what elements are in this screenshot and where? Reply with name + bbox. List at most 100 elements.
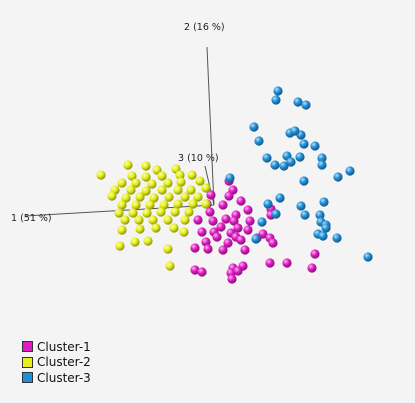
- data-point: [290, 126, 300, 136]
- data-point: [275, 193, 285, 203]
- data-point: [319, 197, 329, 207]
- data-point: [301, 100, 311, 110]
- data-point: [143, 236, 153, 246]
- data-point: [229, 216, 239, 226]
- data-point: [163, 178, 173, 188]
- data-point: [263, 199, 273, 209]
- data-point: [201, 237, 211, 247]
- series-cluster-2: [96, 160, 211, 271]
- data-point: [141, 186, 151, 196]
- data-point: [286, 157, 296, 167]
- legend-swatch-cluster-3: [22, 372, 33, 384]
- data-point: [169, 223, 179, 233]
- data-point: [115, 241, 125, 251]
- data-point: [117, 200, 127, 210]
- data-point: [96, 170, 106, 180]
- data-point: [271, 209, 281, 219]
- legend-label-cluster-2: Cluster-2: [37, 355, 91, 370]
- data-point: [179, 227, 189, 237]
- data-point: [293, 97, 303, 107]
- data-point: [310, 141, 320, 151]
- data-point: [141, 172, 151, 182]
- data-point: [245, 216, 255, 226]
- data-point: [262, 153, 272, 163]
- data-point: [296, 201, 306, 211]
- data-point: [317, 153, 327, 163]
- data-point: [279, 161, 289, 171]
- data-point: [148, 215, 158, 225]
- legend: Cluster-1 Cluster-2 Cluster-3: [22, 339, 91, 386]
- data-point: [180, 192, 190, 202]
- data-point: [224, 191, 234, 201]
- data-point: [187, 170, 197, 180]
- data-point: [203, 244, 213, 254]
- data-point: [123, 160, 133, 170]
- data-point: [315, 210, 325, 220]
- data-point: [130, 237, 140, 247]
- data-point: [363, 252, 373, 262]
- data-point: [310, 249, 320, 259]
- series-cluster-3: [225, 86, 373, 262]
- data-point: [190, 265, 200, 275]
- data-point: [149, 193, 159, 203]
- data-point: [299, 139, 309, 149]
- data-point: [236, 196, 246, 206]
- data-point: [271, 95, 281, 105]
- data-point: [157, 185, 167, 195]
- data-point: [186, 185, 196, 195]
- data-point: [175, 170, 185, 180]
- data-point: [159, 200, 169, 210]
- data-point: [249, 122, 259, 132]
- data-point: [128, 208, 138, 218]
- data-point: [257, 217, 267, 227]
- data-point: [145, 200, 155, 210]
- data-point: [190, 243, 200, 253]
- data-point: [114, 208, 124, 218]
- data-point: [332, 233, 342, 243]
- data-point: [268, 238, 278, 248]
- data-point: [201, 199, 211, 209]
- data-point: [321, 223, 331, 233]
- data-point: [205, 207, 215, 217]
- data-point: [157, 171, 167, 181]
- data-point: [208, 216, 218, 226]
- data-point: [318, 231, 328, 241]
- data-point: [282, 258, 292, 268]
- data-point: [120, 215, 130, 225]
- data-point: [243, 225, 253, 235]
- series-cluster-1: [190, 176, 320, 284]
- data-point: [270, 160, 280, 170]
- data-point: [184, 207, 194, 217]
- data-point: [135, 224, 145, 234]
- data-point: [134, 215, 144, 225]
- data-point: [131, 200, 141, 210]
- data-point: [216, 222, 226, 232]
- data-point: [243, 205, 253, 215]
- data-point: [300, 210, 310, 220]
- data-point: [188, 199, 198, 209]
- axis-1-label: 1 (51 %): [11, 213, 52, 224]
- data-point: [127, 171, 137, 181]
- points-layer: [96, 86, 373, 284]
- data-point: [206, 190, 216, 200]
- data-point: [218, 245, 228, 255]
- data-point: [163, 244, 173, 254]
- legend-swatch-cluster-1: [22, 341, 33, 353]
- legend-item-cluster-1: Cluster-1: [22, 339, 91, 355]
- data-point: [164, 192, 174, 202]
- data-point: [142, 208, 152, 218]
- data-point: [173, 185, 183, 195]
- data-point: [218, 200, 228, 210]
- data-point: [107, 191, 117, 201]
- data-point: [141, 161, 151, 171]
- data-point: [273, 86, 283, 96]
- legend-swatch-cluster-2: [22, 356, 33, 368]
- legend-label-cluster-1: Cluster-1: [37, 339, 91, 354]
- data-point: [299, 176, 309, 186]
- data-point: [131, 178, 141, 188]
- data-point: [197, 267, 207, 277]
- data-point: [201, 183, 211, 193]
- data-point: [170, 207, 180, 217]
- data-point: [126, 185, 136, 195]
